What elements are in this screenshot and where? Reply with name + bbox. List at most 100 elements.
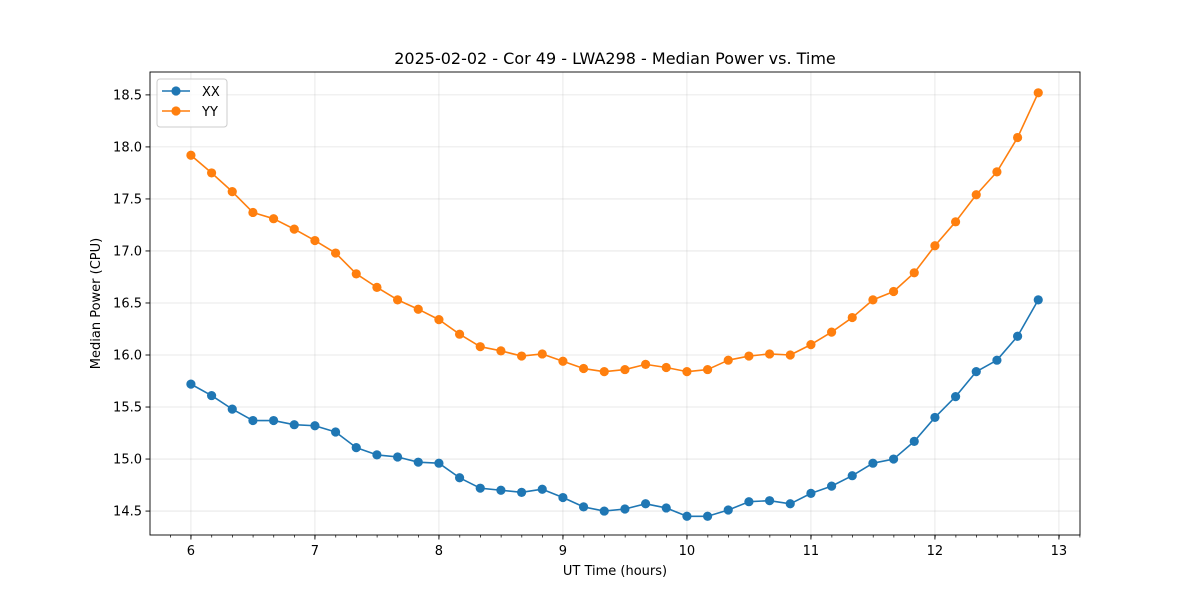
y-tick-label: 18.5 <box>113 88 142 103</box>
data-point-yy <box>578 363 589 374</box>
data-point-xx <box>268 415 279 426</box>
data-point-xx <box>454 473 465 483</box>
data-point-yy <box>516 351 527 361</box>
data-point-xx <box>661 503 671 513</box>
data-point-xx <box>620 504 630 514</box>
data-point-xx <box>599 506 609 516</box>
data-point-yy <box>413 304 423 314</box>
data-point-yy <box>682 367 692 377</box>
y-tick-label: 15.0 <box>113 453 142 468</box>
data-point-yy <box>764 349 775 359</box>
data-point-yy <box>496 346 506 356</box>
data-point-yy <box>847 312 857 323</box>
data-point-yy <box>909 268 919 278</box>
y-tick-label: 16.5 <box>113 296 142 311</box>
legend: XX YY <box>156 78 228 128</box>
data-point-xx <box>723 505 733 515</box>
data-point-xx <box>537 484 547 494</box>
data-point-yy <box>537 349 547 359</box>
data-point-yy <box>702 364 713 375</box>
data-point-yy <box>971 190 981 200</box>
series-layer <box>186 88 1043 521</box>
plot-frame <box>149 71 1081 536</box>
data-point-xx <box>744 497 754 507</box>
x-tick-label: 7 <box>311 544 319 559</box>
data-point-yy <box>806 339 816 350</box>
data-point-yy <box>888 286 899 297</box>
data-point-xx <box>992 355 1002 365</box>
data-point-yy <box>227 187 237 197</box>
data-point-yy <box>744 351 754 361</box>
data-point-yy <box>868 295 878 305</box>
y-axis: 14.5 15.0 15.5 16.0 16.5 17.0 17.5 18.0 18.5 <box>113 88 150 520</box>
data-point-xx <box>434 458 444 468</box>
data-point-yy <box>620 364 630 375</box>
x-axis-label: UT Time (hours) <box>563 564 667 579</box>
data-point-xx <box>289 420 299 430</box>
data-point-xx <box>950 392 961 402</box>
x-tick-label: 8 <box>435 544 443 559</box>
data-point-xx <box>351 443 361 453</box>
y-tick-label: 17.5 <box>113 192 142 207</box>
data-point-yy <box>723 355 733 365</box>
data-point-xx <box>847 471 857 481</box>
data-point-xx <box>640 499 651 509</box>
data-point-yy <box>558 356 568 366</box>
data-point-xx <box>392 452 403 462</box>
data-point-xx <box>330 427 341 437</box>
data-point-yy <box>661 362 671 373</box>
y-tick-label: 16.0 <box>113 349 142 364</box>
legend-marker-yy <box>171 106 181 116</box>
data-point-xx <box>764 496 775 506</box>
gridlines <box>150 72 1080 535</box>
legend-marker-xx <box>171 86 181 96</box>
data-point-xx <box>1012 331 1023 341</box>
data-point-yy <box>826 327 837 337</box>
data-point-xx <box>868 458 878 468</box>
data-point-yy <box>392 295 403 305</box>
data-point-xx <box>682 511 692 521</box>
data-point-xx <box>248 415 258 426</box>
x-tick-label: 9 <box>559 544 567 559</box>
x-tick-label: 11 <box>803 544 820 559</box>
data-point-yy <box>372 282 382 292</box>
data-point-yy <box>1033 88 1043 98</box>
data-point-yy <box>475 342 485 352</box>
chart-title: 2025-02-02 - Cor 49 - LWA298 - Median Po… <box>394 49 836 68</box>
data-point-yy <box>599 367 609 377</box>
data-point-xx <box>310 421 320 431</box>
x-tick-label: 10 <box>679 544 696 559</box>
data-point-yy <box>310 235 320 246</box>
data-point-xx <box>909 436 919 446</box>
data-point-yy <box>434 315 444 325</box>
data-point-xx <box>888 454 899 464</box>
data-point-xx <box>516 487 527 497</box>
y-axis-label: Median Power (CPU) <box>89 238 104 369</box>
data-point-yy <box>950 217 961 227</box>
data-point-yy <box>640 359 651 369</box>
data-point-xx <box>475 483 485 493</box>
x-tick-label: 13 <box>1051 544 1068 559</box>
data-point-yy <box>930 241 940 251</box>
y-tick-label: 18.0 <box>113 140 142 155</box>
data-point-yy <box>289 224 299 234</box>
data-point-yy <box>454 329 465 339</box>
data-point-yy <box>330 248 341 258</box>
x-tick-label: 12 <box>927 544 944 559</box>
y-tick-label: 14.5 <box>113 505 142 520</box>
data-point-xx <box>806 488 816 498</box>
data-point-yy <box>206 168 217 178</box>
data-point-yy <box>248 207 258 218</box>
data-point-yy <box>1012 132 1023 143</box>
legend-label-yy: YY <box>201 105 218 120</box>
y-tick-label: 17.0 <box>113 244 142 259</box>
data-point-yy <box>351 269 361 279</box>
data-point-xx <box>206 390 217 401</box>
x-tick-label: 6 <box>187 544 195 559</box>
data-point-xx <box>227 404 237 414</box>
x-axis: 6 7 8 9 10 11 12 13 <box>170 535 1081 559</box>
data-point-yy <box>186 150 196 160</box>
data-point-yy <box>785 350 795 360</box>
data-point-xx <box>930 412 940 423</box>
